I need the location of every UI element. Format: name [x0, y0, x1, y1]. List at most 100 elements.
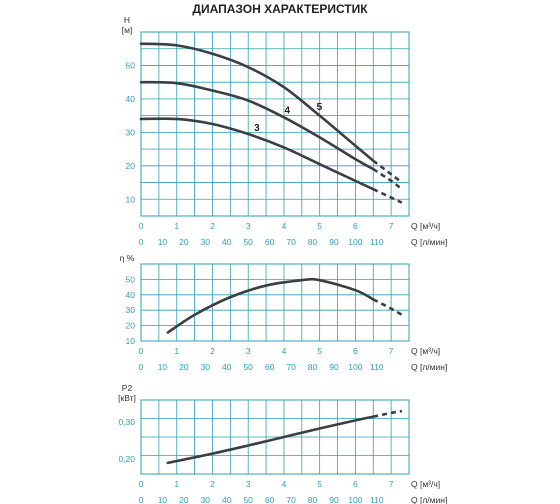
- x-tick-label-lmin: 80: [308, 495, 318, 504]
- y-axis-unit: [кВт]: [118, 393, 136, 403]
- x-tick-label-m3h: 6: [353, 346, 358, 356]
- x-tick-label-m3h: 2: [210, 221, 215, 231]
- curve-series-1: [166, 415, 375, 465]
- curve-extension-dashed: [372, 188, 403, 204]
- curve-extension-dashed: [372, 168, 403, 191]
- x-tick-label-lmin: 50: [243, 362, 253, 372]
- x-tick-label-m3h: 5: [317, 221, 322, 231]
- x-tick-label-lmin: 110: [370, 495, 384, 504]
- x-tick-label-m3h: 7: [389, 346, 394, 356]
- x-tick-label-m3h: 6: [353, 221, 358, 231]
- x-tick-label-m3h: 1: [174, 221, 179, 231]
- plot-frame: [140, 263, 410, 342]
- x-tick-label-m3h: 3: [246, 221, 251, 231]
- x-axis-label-lmin: Q [л/мин]: [411, 362, 447, 372]
- x-tick-label-lmin: 110: [370, 237, 384, 247]
- x-tick-label-m3h: 4: [282, 479, 287, 489]
- y-axis-label: H: [124, 15, 130, 25]
- x-tick-label-lmin: 90: [329, 495, 339, 504]
- y-tick-label: 20: [126, 321, 136, 331]
- curve-label-5: 5: [317, 102, 323, 113]
- x-axis-label-lmin: Q [л/мин]: [411, 237, 447, 247]
- curve-label-4: 4: [285, 105, 291, 116]
- x-tick-label-m3h: 4: [282, 346, 287, 356]
- y-tick-label: 50: [126, 60, 136, 70]
- x-tick-label-lmin: 90: [329, 362, 339, 372]
- x-tick-label-m3h: 2: [210, 346, 215, 356]
- x-tick-label-lmin: 70: [286, 495, 296, 504]
- x-tick-label-m3h: 7: [389, 479, 394, 489]
- y-tick-label: 30: [126, 127, 136, 137]
- x-tick-label-m3h: 0: [139, 221, 144, 231]
- curve-3: [139, 117, 375, 191]
- x-tick-label-m3h: 3: [246, 346, 251, 356]
- x-tick-label-lmin: 60: [265, 362, 275, 372]
- x-tick-label-lmin: 20: [179, 495, 189, 504]
- x-tick-label-lmin: 30: [201, 362, 211, 372]
- y-tick-label: 0,30: [118, 417, 135, 427]
- x-tick-label-lmin: 50: [243, 495, 253, 504]
- x-tick-label-lmin: 50: [243, 237, 253, 247]
- x-tick-label-lmin: 30: [201, 495, 211, 504]
- x-tick-label-lmin: 20: [179, 237, 189, 247]
- curve-extension-dashed: [372, 159, 403, 184]
- x-tick-label-lmin: 100: [348, 237, 362, 247]
- x-tick-label-lmin: 80: [308, 237, 318, 247]
- y-axis-label: P2: [122, 383, 133, 393]
- x-tick-label-lmin: 80: [308, 362, 318, 372]
- x-tick-label-m3h: 5: [317, 479, 322, 489]
- x-tick-label-lmin: 90: [329, 237, 339, 247]
- x-axis-label-m3h: Q [м³/ч]: [411, 221, 440, 231]
- x-tick-label-m3h: 0: [139, 346, 144, 356]
- curve-4: [139, 80, 375, 171]
- y-tick-label: 30: [126, 305, 136, 315]
- x-tick-label-lmin: 70: [286, 237, 296, 247]
- x-tick-label-lmin: 60: [265, 495, 275, 504]
- x-tick-label-m3h: 4: [282, 221, 287, 231]
- sheet-title: ДИАПАЗОН ХАРАКТЕРИСТИК: [192, 2, 368, 16]
- x-tick-label-lmin: 0: [139, 362, 144, 372]
- x-tick-label-m3h: 1: [174, 479, 179, 489]
- x-tick-label-lmin: 100: [348, 362, 362, 372]
- curve-extension-dashed: [372, 298, 403, 316]
- plot-frame: [140, 31, 410, 217]
- y-tick-label: 10: [126, 194, 136, 204]
- x-axis-label-lmin: Q [л/мин]: [411, 495, 447, 504]
- y-tick-label: 0,20: [118, 454, 135, 464]
- x-axis-label-m3h: Q [м³/ч]: [411, 346, 440, 356]
- x-tick-label-lmin: 30: [201, 237, 211, 247]
- chart-3: 0,20 0,30 P2[кВт] 0 1 2 3 4 5 6 7 Q [м³/ч] 0 10 20 30 40…: [118, 383, 447, 504]
- x-tick-label-m3h: 2: [210, 479, 215, 489]
- x-tick-label-lmin: 0: [139, 237, 144, 247]
- y-tick-label: 40: [126, 94, 136, 104]
- curve-series-1: [166, 277, 375, 334]
- x-tick-label-m3h: 6: [353, 479, 358, 489]
- curve-label-3: 3: [254, 123, 260, 134]
- chart-1: 10 20 30 40 50 H[м] 0 1 2 3 4 5 6 7 Q [м³/ч] 0 10 20 30 40 5…: [122, 15, 448, 247]
- x-tick-label-lmin: 10: [158, 237, 168, 247]
- y-tick-label: 20: [126, 161, 136, 171]
- x-tick-label-m3h: 3: [246, 479, 251, 489]
- curve-extension-dashed: [373, 409, 403, 418]
- plot-frame: [140, 399, 410, 475]
- x-tick-label-m3h: 7: [389, 221, 394, 231]
- x-tick-label-lmin: 60: [265, 237, 275, 247]
- curve-5: [139, 42, 375, 163]
- y-axis-unit: [м]: [122, 25, 133, 35]
- y-tick-label: 40: [126, 290, 136, 300]
- x-tick-label-lmin: 40: [222, 237, 232, 247]
- x-tick-label-lmin: 40: [222, 362, 232, 372]
- x-axis-label-m3h: Q [м³/ч]: [411, 479, 440, 489]
- x-tick-label-lmin: 70: [286, 362, 296, 372]
- x-tick-label-lmin: 0: [139, 495, 144, 504]
- x-tick-label-lmin: 10: [158, 495, 168, 504]
- y-tick-label: 50: [126, 274, 136, 284]
- x-tick-label-m3h: 1: [174, 346, 179, 356]
- y-tick-label: 10: [126, 336, 136, 346]
- x-tick-label-lmin: 20: [179, 362, 189, 372]
- x-tick-label-lmin: 10: [158, 362, 168, 372]
- x-tick-label-lmin: 40: [222, 495, 232, 504]
- x-tick-label-lmin: 110: [370, 362, 384, 372]
